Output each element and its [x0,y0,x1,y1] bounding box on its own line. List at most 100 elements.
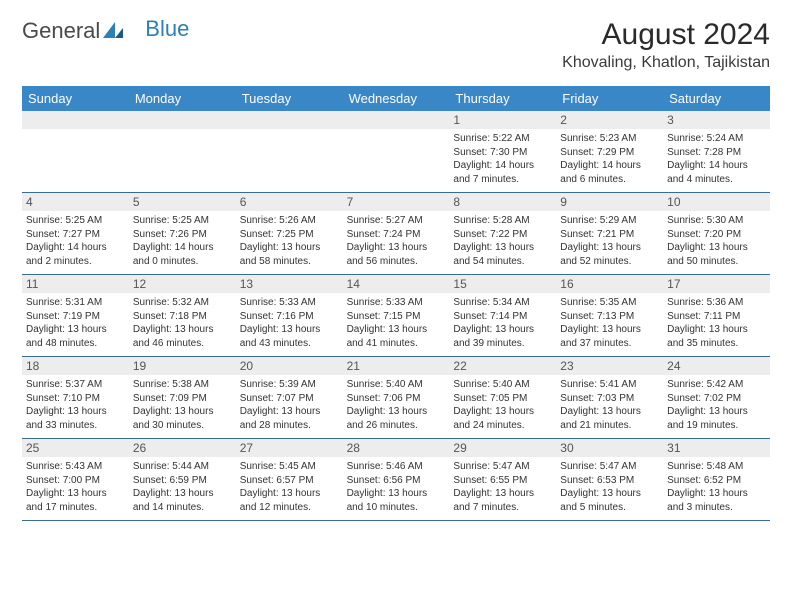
weekday-label: Monday [129,86,236,111]
sunset-line: Sunset: 7:07 PM [240,392,339,406]
day-number: 15 [449,275,556,293]
sunrise-line: Sunrise: 5:44 AM [133,460,232,474]
day-number: 10 [663,193,770,211]
daylight-line: Daylight: 13 hours and 52 minutes. [560,241,659,268]
sunset-line: Sunset: 7:11 PM [667,310,766,324]
daylight-line: Daylight: 13 hours and 30 minutes. [133,405,232,432]
daylight-line: Daylight: 13 hours and 14 minutes. [133,487,232,514]
daylight-line: Daylight: 13 hours and 35 minutes. [667,323,766,350]
sunrise-line: Sunrise: 5:22 AM [453,132,552,146]
day-cell: Sunrise: 5:29 AMSunset: 7:21 PMDaylight:… [556,211,663,274]
day-cell: Sunrise: 5:33 AMSunset: 7:15 PMDaylight:… [343,293,450,356]
weekday-label: Sunday [22,86,129,111]
day-number: 20 [236,357,343,375]
day-number [343,111,450,129]
sunset-line: Sunset: 7:16 PM [240,310,339,324]
day-number: 5 [129,193,236,211]
day-cell: Sunrise: 5:23 AMSunset: 7:29 PMDaylight:… [556,129,663,192]
logo: General Blue [22,18,189,44]
sunset-line: Sunset: 7:09 PM [133,392,232,406]
day-cell: Sunrise: 5:31 AMSunset: 7:19 PMDaylight:… [22,293,129,356]
day-cell: Sunrise: 5:43 AMSunset: 7:00 PMDaylight:… [22,457,129,520]
daylight-line: Daylight: 13 hours and 46 minutes. [133,323,232,350]
weekday-header: Sunday Monday Tuesday Wednesday Thursday… [22,86,770,111]
day-number: 6 [236,193,343,211]
sunset-line: Sunset: 7:24 PM [347,228,446,242]
daylight-line: Daylight: 14 hours and 6 minutes. [560,159,659,186]
sunrise-line: Sunrise: 5:39 AM [240,378,339,392]
day-cell: Sunrise: 5:22 AMSunset: 7:30 PMDaylight:… [449,129,556,192]
sunset-line: Sunset: 7:29 PM [560,146,659,160]
daylight-line: Daylight: 13 hours and 56 minutes. [347,241,446,268]
day-number: 27 [236,439,343,457]
day-cell: Sunrise: 5:28 AMSunset: 7:22 PMDaylight:… [449,211,556,274]
day-number: 31 [663,439,770,457]
sunset-line: Sunset: 7:05 PM [453,392,552,406]
day-number [236,111,343,129]
daylight-line: Daylight: 13 hours and 3 minutes. [667,487,766,514]
daylight-line: Daylight: 14 hours and 7 minutes. [453,159,552,186]
sunset-line: Sunset: 7:21 PM [560,228,659,242]
daylight-line: Daylight: 13 hours and 41 minutes. [347,323,446,350]
sunset-line: Sunset: 7:14 PM [453,310,552,324]
day-cell: Sunrise: 5:45 AMSunset: 6:57 PMDaylight:… [236,457,343,520]
day-number: 26 [129,439,236,457]
sunrise-line: Sunrise: 5:47 AM [453,460,552,474]
day-cell: Sunrise: 5:46 AMSunset: 6:56 PMDaylight:… [343,457,450,520]
sunrise-line: Sunrise: 5:38 AM [133,378,232,392]
sunrise-line: Sunrise: 5:48 AM [667,460,766,474]
day-number: 8 [449,193,556,211]
sunset-line: Sunset: 7:27 PM [26,228,125,242]
daylight-line: Daylight: 13 hours and 12 minutes. [240,487,339,514]
day-number-row: 11121314151617 [22,275,770,293]
day-cell: Sunrise: 5:32 AMSunset: 7:18 PMDaylight:… [129,293,236,356]
sunset-line: Sunset: 7:00 PM [26,474,125,488]
week-row: Sunrise: 5:43 AMSunset: 7:00 PMDaylight:… [22,457,770,521]
sunrise-line: Sunrise: 5:36 AM [667,296,766,310]
sunset-line: Sunset: 7:28 PM [667,146,766,160]
title-block: August 2024 Khovaling, Khatlon, Tajikist… [562,18,770,72]
sunset-line: Sunset: 7:26 PM [133,228,232,242]
sunrise-line: Sunrise: 5:24 AM [667,132,766,146]
sunrise-line: Sunrise: 5:31 AM [26,296,125,310]
day-cell: Sunrise: 5:48 AMSunset: 6:52 PMDaylight:… [663,457,770,520]
day-number: 25 [22,439,129,457]
day-cell: Sunrise: 5:47 AMSunset: 6:53 PMDaylight:… [556,457,663,520]
day-cell: Sunrise: 5:38 AMSunset: 7:09 PMDaylight:… [129,375,236,438]
day-number [129,111,236,129]
logo-word1: General [22,18,100,44]
day-cell: Sunrise: 5:34 AMSunset: 7:14 PMDaylight:… [449,293,556,356]
sunrise-line: Sunrise: 5:26 AM [240,214,339,228]
day-cell: Sunrise: 5:30 AMSunset: 7:20 PMDaylight:… [663,211,770,274]
sunrise-line: Sunrise: 5:25 AM [133,214,232,228]
sunrise-line: Sunrise: 5:41 AM [560,378,659,392]
day-number-row: 18192021222324 [22,357,770,375]
day-number: 24 [663,357,770,375]
sunset-line: Sunset: 7:13 PM [560,310,659,324]
day-number: 3 [663,111,770,129]
day-cell [236,129,343,192]
day-number: 22 [449,357,556,375]
day-number: 12 [129,275,236,293]
sunset-line: Sunset: 7:02 PM [667,392,766,406]
sunset-line: Sunset: 7:15 PM [347,310,446,324]
sunrise-line: Sunrise: 5:45 AM [240,460,339,474]
daylight-line: Daylight: 13 hours and 26 minutes. [347,405,446,432]
day-number: 21 [343,357,450,375]
sunrise-line: Sunrise: 5:29 AM [560,214,659,228]
sunrise-line: Sunrise: 5:23 AM [560,132,659,146]
sunrise-line: Sunrise: 5:46 AM [347,460,446,474]
day-number: 17 [663,275,770,293]
sunset-line: Sunset: 7:19 PM [26,310,125,324]
sunset-line: Sunset: 7:22 PM [453,228,552,242]
weekday-label: Wednesday [343,86,450,111]
sunrise-line: Sunrise: 5:40 AM [347,378,446,392]
daylight-line: Daylight: 13 hours and 28 minutes. [240,405,339,432]
sunset-line: Sunset: 6:55 PM [453,474,552,488]
day-cell: Sunrise: 5:25 AMSunset: 7:27 PMDaylight:… [22,211,129,274]
day-cell: Sunrise: 5:42 AMSunset: 7:02 PMDaylight:… [663,375,770,438]
day-number: 28 [343,439,450,457]
day-number: 29 [449,439,556,457]
weekday-label: Saturday [663,86,770,111]
day-number: 16 [556,275,663,293]
